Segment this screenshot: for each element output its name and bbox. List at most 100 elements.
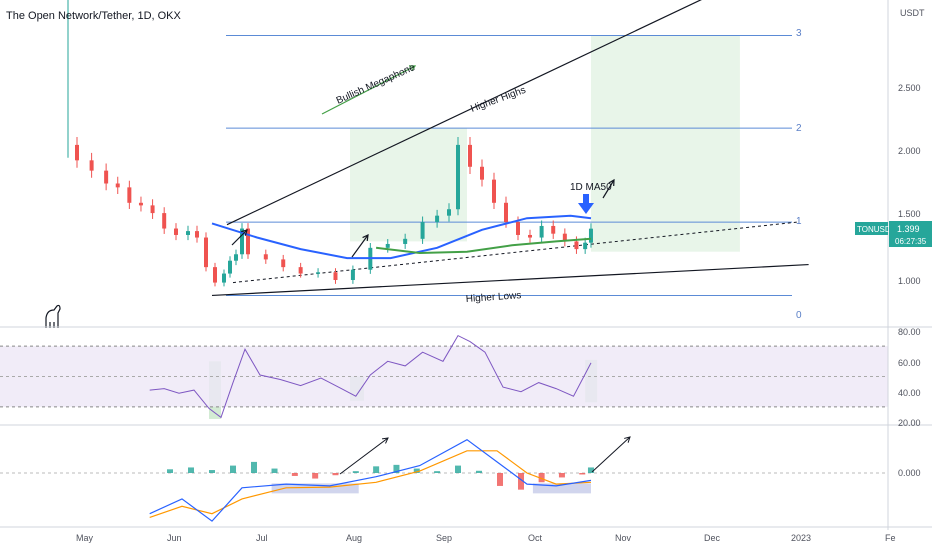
time-tick-dec: Dec	[704, 533, 721, 543]
ma50-marker-stem	[583, 194, 589, 204]
macd-pane	[0, 436, 888, 522]
price-pane	[45, 0, 809, 328]
trendline-higher-highs	[226, 0, 702, 226]
macd-histogram-bar	[579, 473, 586, 475]
candle-body	[528, 234, 532, 238]
candle-body	[468, 144, 472, 167]
candle-body	[435, 215, 440, 223]
arrow-oct	[602, 179, 615, 199]
time-tick-aug: Aug	[346, 533, 362, 543]
macd-histogram-bar	[352, 471, 359, 473]
fib-level-2: 2	[796, 123, 802, 134]
trendline-higher-lows	[211, 263, 809, 297]
macd-histogram-bar	[455, 465, 461, 473]
megaphone-arrow	[321, 65, 416, 115]
candle-body	[562, 233, 567, 242]
time-tick-sep: Sep	[436, 533, 452, 543]
macd-arrow-oct	[591, 436, 631, 473]
macd-histogram-bar	[209, 470, 215, 473]
chart-title: The Open Network/Tether, 1D, OKX	[6, 10, 181, 22]
macd-line	[149, 438, 592, 522]
macd-histogram-bar	[291, 473, 298, 476]
arrow-jun-head	[241, 229, 248, 236]
candle-body	[492, 179, 496, 203]
candle-body	[138, 202, 143, 206]
arrow-aug-head	[362, 233, 369, 242]
price-tick-2-0: 2.000	[898, 146, 921, 156]
green-ma-line	[375, 237, 592, 255]
candle-body	[234, 254, 238, 261]
arrow-jun	[231, 229, 248, 246]
rsi-tick-80: 80.00	[898, 327, 921, 337]
candle-body	[263, 254, 268, 260]
candle-body	[551, 225, 556, 234]
time-tick-2023: 2023	[791, 533, 811, 543]
last-price-tag-bg	[889, 221, 932, 247]
candle-body	[162, 213, 167, 229]
rsi-tick-40: 40.00	[898, 388, 921, 398]
last-price-value: 1.399	[897, 224, 920, 234]
candle-body	[385, 243, 390, 248]
price-axis-unit: USDT	[900, 8, 925, 18]
macd-histogram-bar	[167, 469, 173, 473]
macd-histogram-bar	[497, 473, 503, 486]
macd-histogram-bar	[558, 473, 565, 478]
bar-countdown: 06:27:35	[895, 237, 927, 246]
price-tick-1-0: 1.000	[898, 276, 921, 286]
time-tick-oct: Oct	[528, 533, 543, 543]
candle-body	[504, 202, 508, 223]
candle-body	[127, 187, 132, 203]
candle-body	[104, 170, 109, 184]
macd-signal-line	[149, 450, 592, 518]
macd-histogram-bar	[434, 471, 441, 473]
price-tick-1-5: 1.500	[898, 209, 921, 219]
annotation-higher-highs: Higher Highs	[469, 85, 527, 115]
macd-tick-0: 0.000	[898, 468, 921, 478]
candle-body	[583, 242, 588, 250]
fib-level-3: 3	[796, 28, 802, 39]
time-tick-jul: Jul	[256, 533, 268, 543]
macd-histogram-bar	[476, 470, 482, 473]
symbol-tag: TONUSDT	[857, 225, 896, 234]
candle-body	[150, 205, 155, 214]
candle-body	[246, 228, 250, 255]
rsi-series	[149, 334, 592, 419]
candle-body	[403, 238, 408, 244]
rsi-tick-20: 20.00	[898, 418, 921, 428]
macd-arrow-aug	[339, 437, 389, 475]
candle-body	[204, 237, 208, 268]
macd-zone-1	[271, 483, 359, 494]
candle-body	[539, 225, 544, 238]
arrow-oct-head	[608, 178, 615, 187]
symbol-tag-bg	[855, 222, 888, 235]
candle-body	[333, 272, 338, 280]
annotation-bullish-megaphone: Bullish Megaphone	[335, 62, 418, 107]
arrow-aug	[351, 234, 369, 258]
macd-histogram-bar	[230, 465, 236, 473]
time-tick-nov: Nov	[615, 533, 632, 543]
macd-histogram-bar	[332, 473, 339, 476]
macd-histogram-bar	[251, 461, 257, 473]
candle-body	[75, 144, 79, 161]
zone-aug-sep	[350, 128, 467, 242]
zone-projection	[590, 35, 740, 252]
macd-zone-2	[532, 483, 591, 494]
candle-body	[195, 231, 199, 238]
fib-level-1: 1	[796, 216, 802, 227]
time-tick-jun: Jun	[167, 533, 182, 543]
fib-level-0: 0	[796, 310, 802, 321]
macd-histogram-bar	[538, 473, 545, 483]
candle-body	[516, 222, 520, 235]
candle-body	[298, 267, 303, 274]
macd-histogram-bar	[373, 466, 380, 473]
candle-body	[115, 183, 120, 188]
dashed-support-line	[232, 221, 798, 284]
candle-body	[588, 228, 593, 243]
candle-body	[350, 269, 355, 280]
candle-body	[316, 272, 321, 274]
candle-body	[89, 160, 94, 171]
candle-body	[420, 222, 425, 239]
macd-histogram-bar	[587, 467, 594, 473]
